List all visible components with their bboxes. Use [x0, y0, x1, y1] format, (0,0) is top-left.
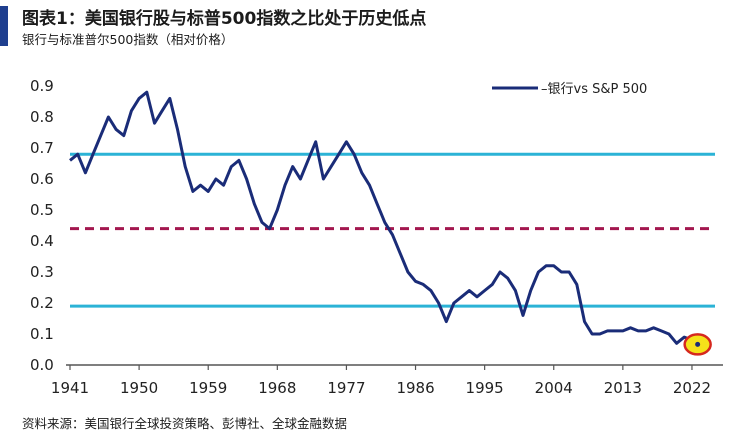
chart-title: 图表1：美国银行股与标普500指数之比处于历史低点	[22, 9, 427, 29]
y-tick-label: 0.9	[30, 77, 54, 95]
reference-lines	[70, 152, 715, 308]
title-accent-bar	[0, 6, 8, 46]
y-tick-label: 0.1	[30, 325, 54, 343]
x-tick-label: 1950	[120, 379, 158, 397]
x-tick-label: 1977	[327, 379, 365, 397]
series-group	[69, 90, 701, 348]
source-note: 资料来源：美国银行全球投资策略、彭博社、全球金融数据	[22, 416, 348, 431]
y-tick-label: 0.5	[30, 201, 54, 219]
x-tick-label: 1986	[396, 379, 434, 397]
y-tick-label: 0.7	[30, 139, 54, 157]
x-tick-label: 1995	[466, 379, 504, 397]
x-tick-label: 2013	[604, 379, 642, 397]
series-line	[69, 90, 701, 348]
legend: –银行vs S&P 500	[492, 82, 647, 97]
x-tick-label: 2004	[535, 379, 573, 397]
y-tick-label: 0.6	[30, 170, 54, 188]
highlight-marker	[683, 333, 712, 356]
x-tick-label: 1968	[258, 379, 296, 397]
y-tick-label: 0.2	[30, 294, 54, 312]
highlight-dot	[695, 341, 701, 347]
x-tick-label: 1959	[189, 379, 227, 397]
x-tick-label: 2022	[673, 379, 711, 397]
y-tick-label: 0.3	[30, 263, 54, 281]
x-tick-label: 1941	[51, 379, 89, 397]
y-tick-label: 0.8	[30, 108, 54, 126]
legend-label: –银行vs S&P 500	[541, 82, 647, 97]
y-tick-label: 0.0	[30, 356, 54, 374]
y-tick-label: 0.4	[30, 232, 54, 250]
chart-subtitle: 银行与标准普尔500指数（相对价格）	[22, 32, 234, 47]
axes: 0.0 0.1 0.2 0.3 0.4 0.5 0.6 0.7 0.8 0.9 1941 1950 19…	[30, 77, 723, 397]
